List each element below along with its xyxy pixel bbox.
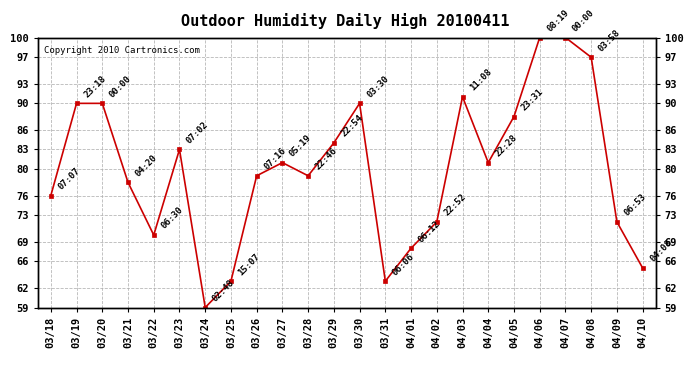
Text: 03:30: 03:30 <box>365 74 391 99</box>
Text: 06:30: 06:30 <box>159 206 185 231</box>
Text: 08:19: 08:19 <box>545 8 571 33</box>
Text: 22:28: 22:28 <box>494 133 519 159</box>
Text: 00:00: 00:00 <box>571 8 596 33</box>
Text: 05:19: 05:19 <box>288 133 313 159</box>
Text: 06:06: 06:06 <box>391 252 416 277</box>
Text: 04:08: 04:08 <box>648 238 673 264</box>
Text: 00:00: 00:00 <box>108 74 133 99</box>
Text: 02:48: 02:48 <box>210 278 236 303</box>
Text: 22:54: 22:54 <box>339 113 365 139</box>
Text: 07:02: 07:02 <box>185 120 210 145</box>
Text: 07:16: 07:16 <box>262 146 288 172</box>
Text: 04:20: 04:20 <box>134 153 159 178</box>
Text: 03:58: 03:58 <box>597 28 622 53</box>
Text: Outdoor Humidity Daily High 20100411: Outdoor Humidity Daily High 20100411 <box>181 13 509 29</box>
Text: 23:18: 23:18 <box>82 74 108 99</box>
Text: 22:52: 22:52 <box>442 192 468 218</box>
Text: 15:07: 15:07 <box>237 252 262 277</box>
Text: 11:08: 11:08 <box>468 67 493 93</box>
Text: Copyright 2010 Cartronics.com: Copyright 2010 Cartronics.com <box>44 46 200 55</box>
Text: 22:46: 22:46 <box>314 146 339 172</box>
Text: 06:12: 06:12 <box>417 219 442 244</box>
Text: 07:07: 07:07 <box>57 166 81 191</box>
Text: 06:53: 06:53 <box>622 192 648 218</box>
Text: 23:31: 23:31 <box>520 87 545 112</box>
